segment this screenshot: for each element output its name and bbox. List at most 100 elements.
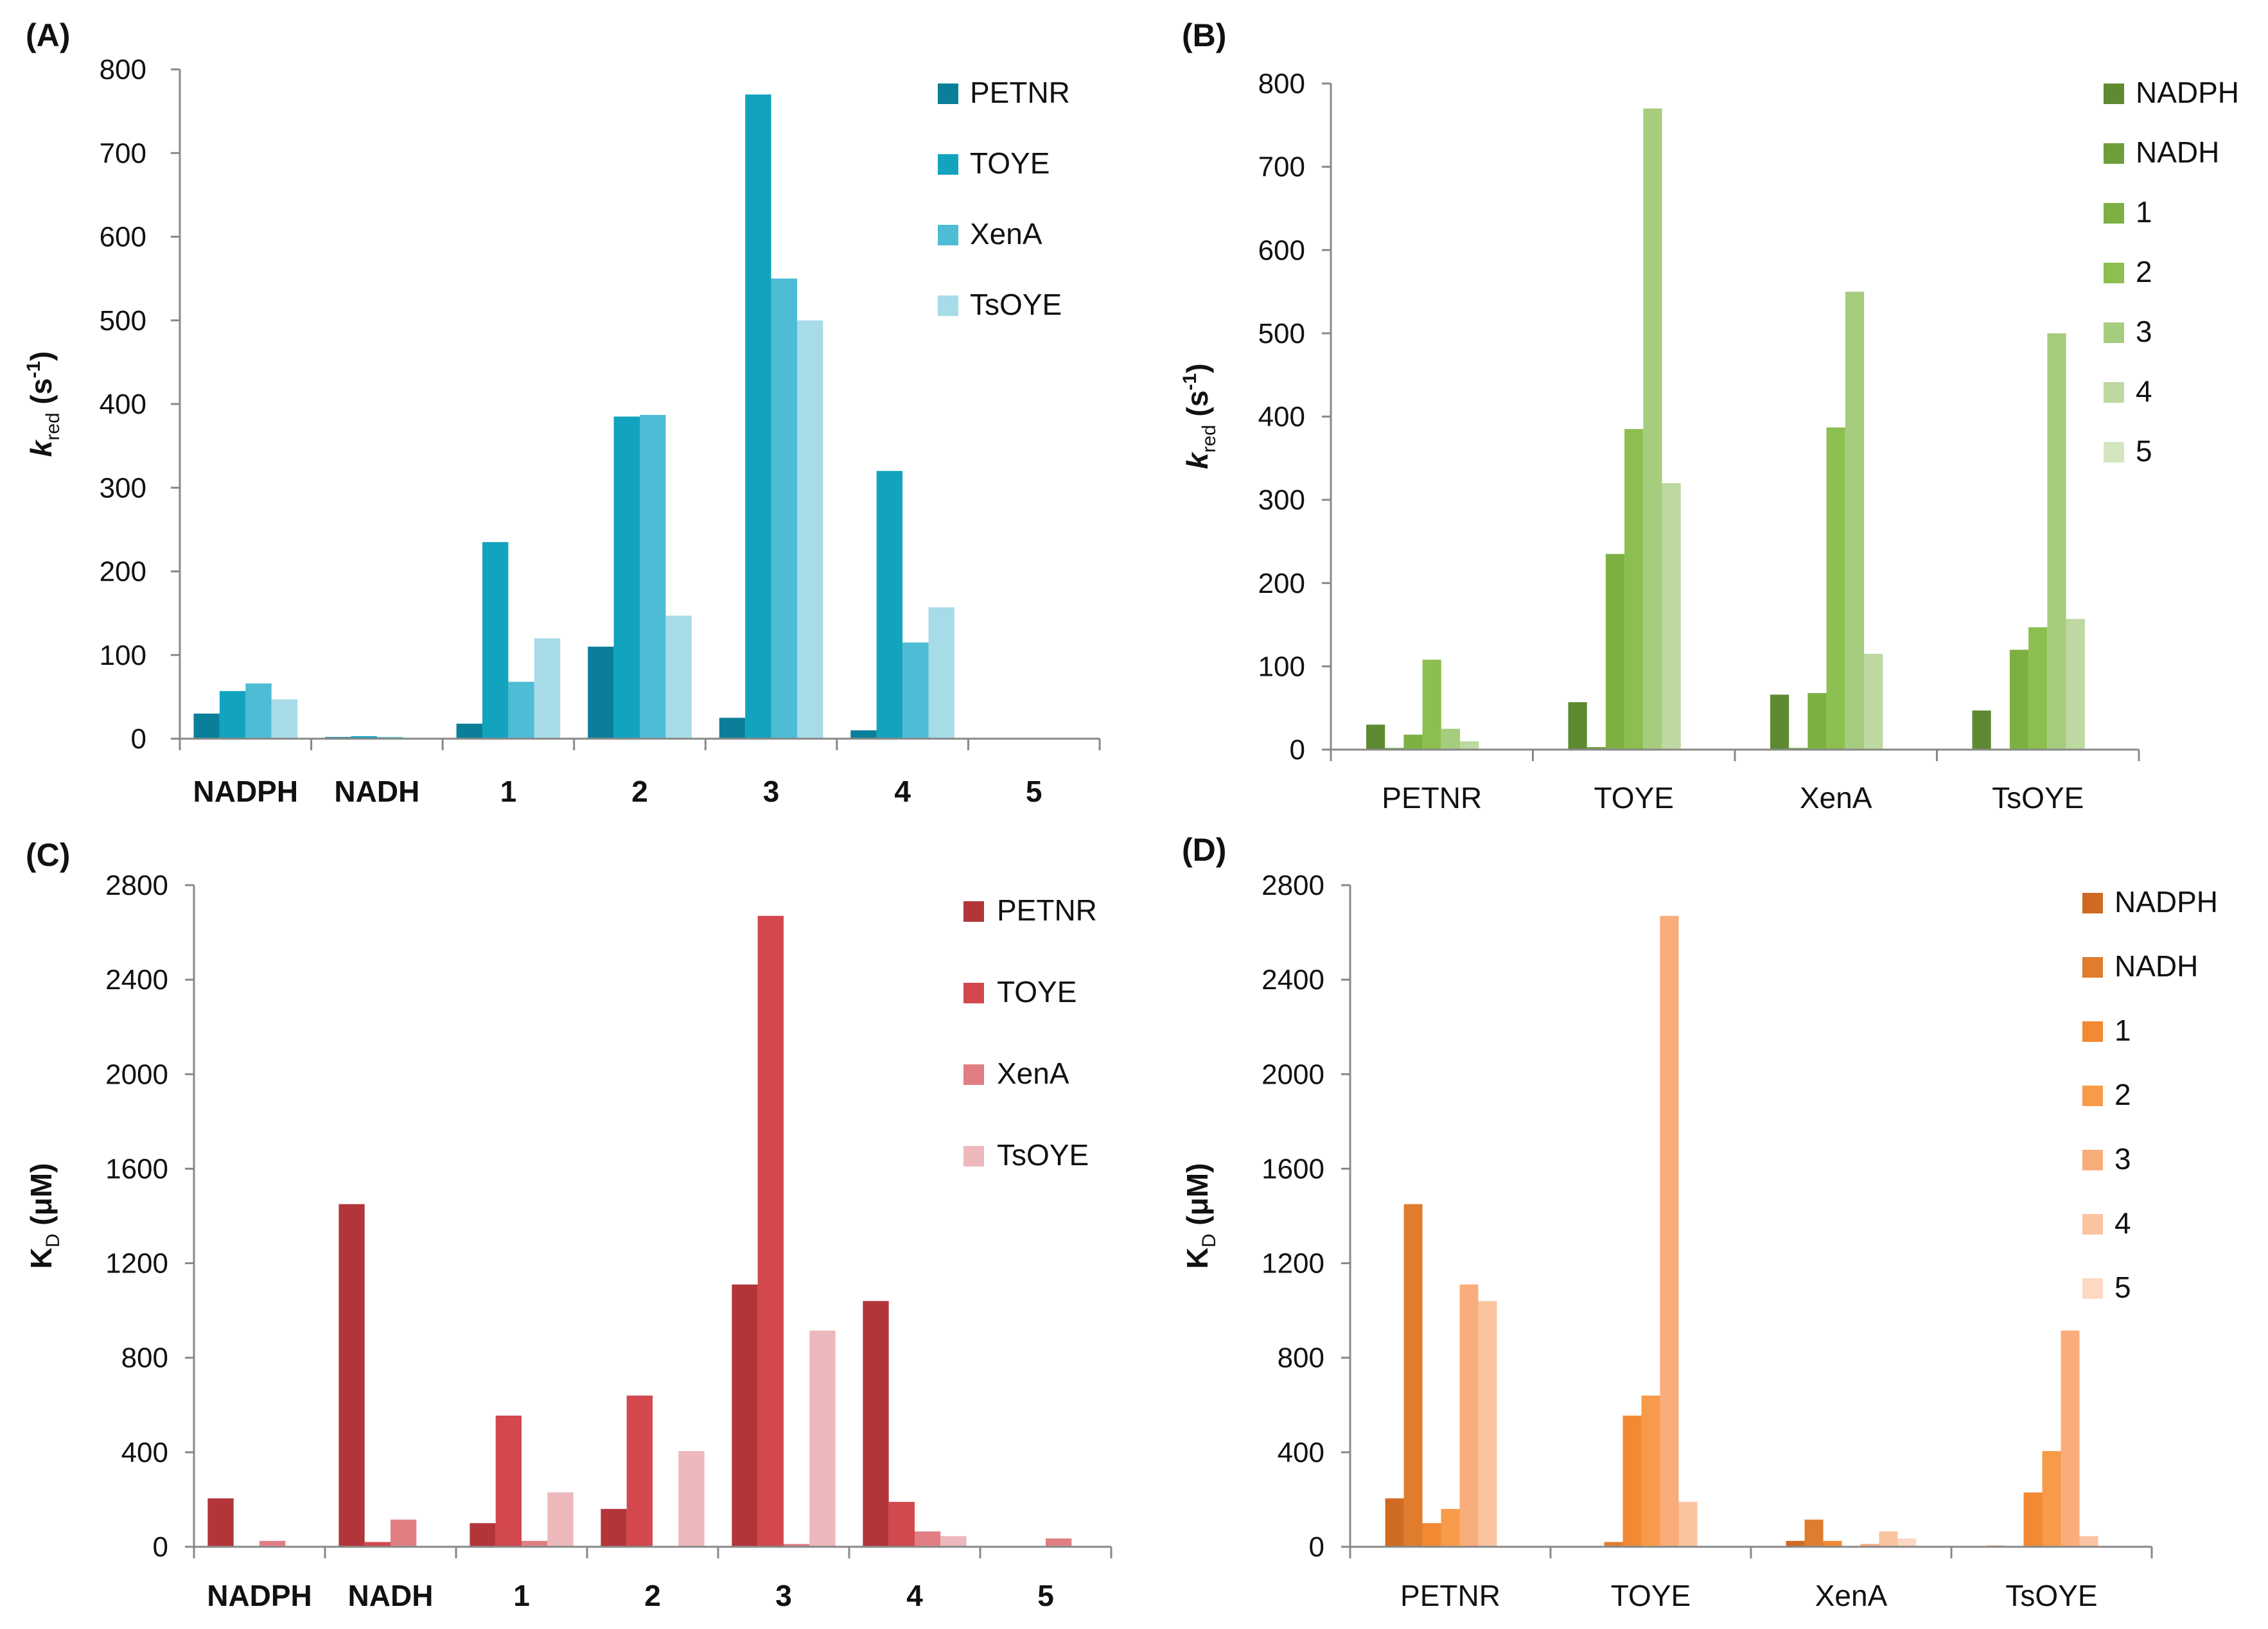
bar-xena-4 bbox=[902, 642, 929, 739]
legend-entry: NADPH bbox=[2136, 76, 2239, 109]
bar-4-toye bbox=[1662, 483, 1681, 750]
x-tick-label: PETNR bbox=[1400, 1579, 1500, 1612]
y-axis-label-text: KD (μM) bbox=[1181, 1163, 1220, 1269]
bar-3-toye bbox=[1660, 915, 1679, 1547]
x-tick-label: PETNR bbox=[1382, 781, 1482, 814]
bar-3-toye bbox=[1643, 108, 1662, 750]
x-axis: PETNR TOYE XenA TsOYE bbox=[1330, 748, 2140, 814]
bar-petnr-2 bbox=[588, 646, 614, 739]
x-axis: NADPH NADH 1 2 3 4 5 bbox=[193, 1545, 1112, 1612]
legend: NADPH NADH 1 2 3 4 5 bbox=[2082, 885, 2218, 1304]
bar-3-tsoye bbox=[2047, 333, 2066, 750]
y-tick-label: 2800 bbox=[105, 870, 168, 901]
bars bbox=[180, 94, 1100, 740]
bar-petnr-1 bbox=[456, 723, 482, 739]
x-tick-label: NADH bbox=[348, 1579, 434, 1612]
bar-xena-3 bbox=[784, 1544, 810, 1547]
x-tick-label: TsOYE bbox=[1992, 781, 2084, 814]
legend-swatch bbox=[2104, 143, 2124, 164]
bar-tsoye-2 bbox=[678, 1451, 705, 1547]
y-axis-label-text: kred (s-1) bbox=[23, 351, 64, 457]
bar-tsoye-1 bbox=[547, 1492, 574, 1547]
y-tick-label: 100 bbox=[1258, 651, 1305, 682]
legend-entry: NADH bbox=[2136, 136, 2219, 169]
bar-petnr-1 bbox=[470, 1523, 496, 1547]
legend-swatch bbox=[2082, 1150, 2103, 1170]
y-tick-label: 400 bbox=[100, 389, 146, 420]
x-tick-label: 3 bbox=[775, 1579, 792, 1612]
x-tick-label: 1 bbox=[513, 1579, 530, 1612]
y-tick-label: 700 bbox=[1258, 152, 1305, 183]
y-axis-label-text: kred (s-1) bbox=[1179, 364, 1220, 470]
x-tick-label: TsOYE bbox=[2005, 1579, 2097, 1612]
bar-toye-4 bbox=[888, 1502, 915, 1547]
panel-label: (C) bbox=[26, 837, 70, 873]
x-axis: NADPH NADH 1 2 3 4 5 bbox=[179, 737, 1101, 808]
panel-label: (A) bbox=[26, 17, 70, 53]
y-tick-label: 400 bbox=[121, 1437, 168, 1468]
bar-4-xena bbox=[1864, 653, 1883, 750]
legend-swatch bbox=[2082, 893, 2103, 913]
y-tick-label: 2400 bbox=[1261, 964, 1324, 996]
bar-xena-nadph bbox=[245, 683, 272, 739]
legend-swatch bbox=[2104, 84, 2124, 104]
bar-xena-2 bbox=[640, 414, 666, 739]
x-tick-label: XenA bbox=[1815, 1579, 1888, 1612]
bar-5-xena bbox=[1897, 1538, 1917, 1547]
legend-entry: 3 bbox=[2136, 315, 2152, 348]
bar-3-xena bbox=[1860, 1544, 1879, 1547]
bar-petnr-3 bbox=[732, 1284, 758, 1547]
bar-xena-nadh bbox=[391, 1519, 417, 1547]
y-tick-label: 100 bbox=[100, 640, 146, 671]
x-tick-label: 5 bbox=[1037, 1579, 1054, 1612]
y-tick-label: 700 bbox=[100, 137, 146, 169]
legend-entry: NADPH bbox=[2114, 885, 2218, 919]
bars bbox=[194, 915, 1111, 1548]
panel-label: (D) bbox=[1182, 832, 1226, 868]
y-tick-label: 800 bbox=[1258, 68, 1305, 100]
bar-4-toye bbox=[1678, 1502, 1698, 1547]
legend-entry: TOYE bbox=[970, 146, 1050, 180]
bars bbox=[1331, 108, 2139, 751]
legend-entry: 2 bbox=[2114, 1078, 2131, 1111]
y-tick-label: 300 bbox=[100, 472, 146, 504]
bar-2-toye bbox=[1641, 1395, 1660, 1547]
legend-swatch bbox=[963, 1064, 984, 1085]
bar-toye-nadh bbox=[351, 736, 377, 739]
bar-tsoye-4 bbox=[928, 607, 954, 739]
y-tick-label: 500 bbox=[100, 305, 146, 337]
y-tick-label: 0 bbox=[1290, 734, 1305, 766]
bar-nadph-toye bbox=[1568, 702, 1587, 750]
panel-b: (B) kred (s-1) 0 100 200 300 400 500 600 700 800… bbox=[1179, 17, 2239, 814]
x-tick-label: 1 bbox=[500, 775, 517, 808]
x-tick-label: 4 bbox=[906, 1579, 923, 1612]
legend: NADPH NADH 1 2 3 4 5 bbox=[2104, 76, 2239, 468]
bar-3-tsoye bbox=[2061, 1330, 2080, 1547]
bar-2-tsoye bbox=[2042, 1451, 2061, 1547]
legend-swatch bbox=[963, 1146, 984, 1167]
legend-swatch bbox=[2104, 203, 2124, 224]
y-axis-label: KD (μM) bbox=[1181, 1163, 1220, 1269]
y-tick-label: 200 bbox=[1258, 568, 1305, 599]
bar-1-toye bbox=[1622, 1415, 1642, 1547]
x-tick-label: 4 bbox=[894, 775, 911, 808]
bar-1-tsoye bbox=[2023, 1492, 2043, 1547]
bar-nadh-toye bbox=[1604, 1542, 1623, 1547]
y-tick-label: 2400 bbox=[105, 964, 168, 996]
y-tick-label: 300 bbox=[1258, 484, 1305, 516]
legend-swatch bbox=[963, 901, 984, 922]
bar-toye-3 bbox=[757, 915, 784, 1547]
legend-entry: 4 bbox=[2136, 374, 2152, 408]
legend-entry: 1 bbox=[2136, 195, 2152, 229]
bar-1-petnr bbox=[1422, 1523, 1441, 1547]
bar-tsoye-2 bbox=[665, 615, 692, 739]
bar-toye-1 bbox=[495, 1415, 522, 1547]
y-tick-label: 0 bbox=[153, 1531, 168, 1563]
y-axis-label: kred (s-1) bbox=[1179, 364, 1220, 470]
x-tick-label: NADPH bbox=[207, 1579, 312, 1612]
y-tick-label: 200 bbox=[100, 556, 146, 588]
x-tick-label: NADH bbox=[334, 775, 419, 808]
legend-swatch bbox=[938, 84, 958, 104]
y-tick-label: 400 bbox=[1278, 1437, 1324, 1468]
